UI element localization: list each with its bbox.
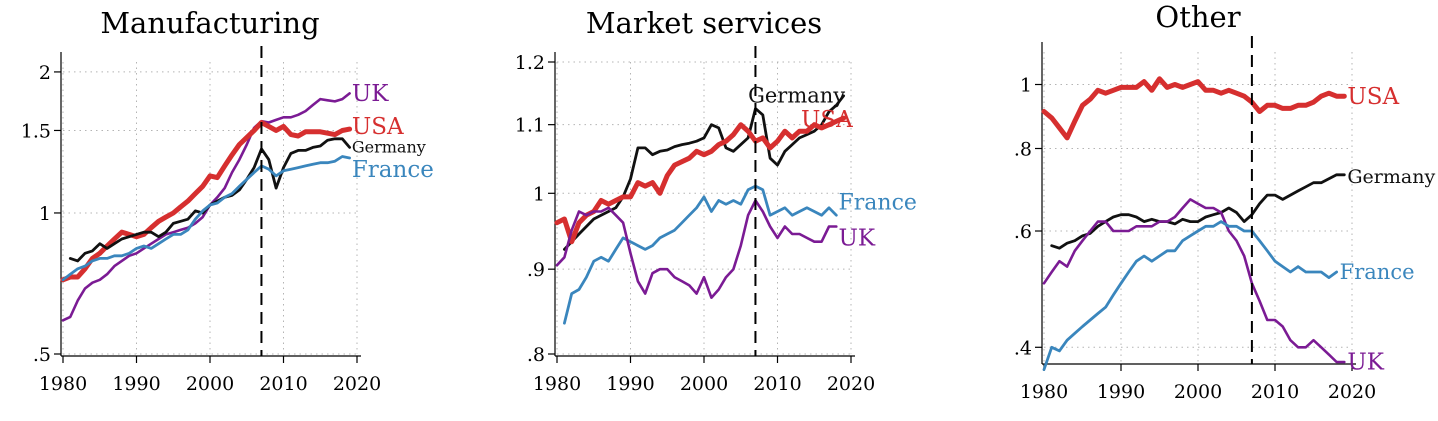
series-label-france: France — [839, 190, 917, 215]
x-tick-label: 1990 — [606, 373, 654, 395]
x-tick-label: 2010 — [753, 373, 801, 395]
x-tick-label: 2020 — [1328, 381, 1376, 403]
y-tick-label: .6 — [1014, 221, 1032, 243]
y-tick-label: .4 — [1014, 337, 1032, 359]
y-tick-label: .8 — [527, 344, 545, 366]
series-line-germany — [1050, 173, 1346, 250]
panel-title: Market services — [586, 6, 822, 40]
y-tick-label: .5 — [33, 344, 51, 366]
panel-market-services: Market services 1980 1990 2000 2010 2020 .8 .9… — [515, 6, 917, 395]
series-label-uk: UK — [839, 225, 876, 251]
axes: 1980 1990 2000 2010 2020 .5 1 1.5 2 — [21, 52, 381, 395]
x-tick-label: 2010 — [259, 373, 307, 395]
series-line-usa — [60, 120, 353, 283]
y-tick-label: 1.5 — [21, 120, 51, 142]
series-label-usa: USA — [1347, 84, 1399, 110]
series-label-usa: USA — [801, 107, 853, 133]
y-tick-label: .9 — [527, 259, 545, 281]
series-line-france — [563, 184, 838, 325]
series-label-uk: UK — [1347, 350, 1384, 376]
x-tick-label: 2000 — [680, 373, 728, 395]
series-line-france — [61, 155, 351, 282]
y-tick-label: 2 — [39, 62, 51, 84]
x-tick-label: 2020 — [333, 373, 381, 395]
y-tick-label: 1 — [1020, 75, 1032, 97]
x-tick-label: 1990 — [1097, 381, 1145, 403]
series-label-france: France — [352, 157, 434, 183]
panel-title: Other — [1155, 0, 1240, 34]
axes: 1980 1990 2000 2010 2020 .8 .9 1 1.1 1.2 — [515, 52, 875, 395]
x-tick-label: 2010 — [1251, 381, 1299, 403]
panel-title: Manufacturing — [100, 6, 319, 40]
series-label-usa: USA — [352, 114, 404, 140]
x-tick-label: 1980 — [1020, 381, 1068, 403]
axes: 1980 1990 2000 2010 2020 .4 .6 .8 1 — [1014, 42, 1376, 403]
series-labels: USA Germany France UK — [1340, 84, 1436, 376]
series-line-usa — [554, 115, 847, 245]
panel-other: Other 1980 1990 2000 2010 2020 .4 .6 .8 1 USA Germ… — [1014, 0, 1436, 403]
grid — [556, 61, 852, 355]
y-tick-label: 1 — [533, 183, 545, 205]
y-tick-label: 1.1 — [515, 115, 545, 137]
series-line-usa — [1041, 76, 1347, 141]
series-label-germany: Germany — [352, 138, 426, 157]
series-line-uk — [1042, 198, 1346, 364]
series-line-uk — [555, 199, 838, 299]
series-label-germany: Germany — [1347, 166, 1435, 188]
x-tick-label: 2000 — [186, 373, 234, 395]
x-tick-label: 2000 — [1174, 381, 1222, 403]
y-tick-label: 1.2 — [515, 52, 545, 74]
series-group — [60, 92, 353, 322]
y-tick-label: 1 — [39, 203, 51, 225]
series-group — [554, 94, 847, 325]
series-line-france — [1042, 220, 1338, 371]
series-group — [1041, 76, 1347, 371]
y-tick-label: .8 — [1014, 138, 1032, 160]
x-tick-label: 1990 — [112, 373, 160, 395]
series-label-uk: UK — [352, 81, 389, 107]
x-tick-label: 1980 — [39, 373, 87, 395]
series-label-france: France — [1340, 260, 1415, 284]
series-label-germany: Germany — [748, 84, 845, 108]
x-tick-label: 2020 — [827, 373, 875, 395]
panel-manufacturing: Manufacturing 1980 1990 2000 2010 2020 .5 1 1.5… — [21, 6, 434, 395]
x-tick-label: 1980 — [533, 373, 581, 395]
grid — [62, 62, 358, 355]
